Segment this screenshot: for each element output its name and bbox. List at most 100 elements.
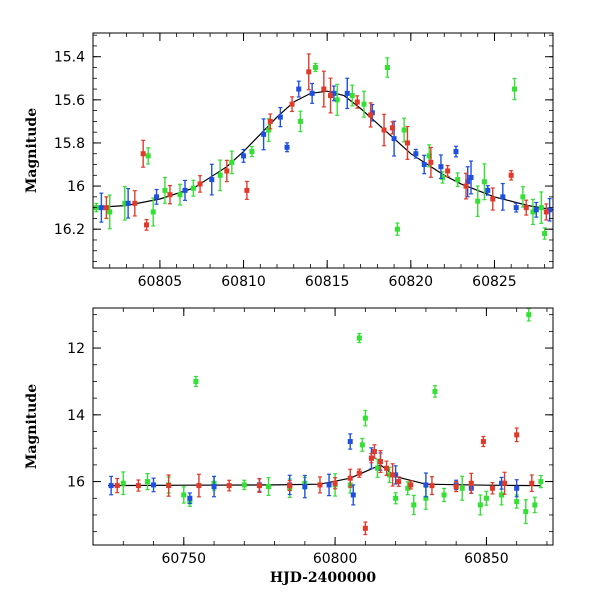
data-point [181,486,187,504]
data-point [187,492,193,505]
x-tick-label: 60750 [162,551,207,567]
data-point [209,163,215,196]
data-point [332,477,338,490]
data-point [277,106,283,128]
data-point [529,474,535,493]
data-point [432,385,438,398]
data-point [429,476,435,496]
data-point [193,375,199,387]
data-point [356,332,362,344]
data-point [122,186,128,221]
data-point [500,182,506,211]
data-point [485,185,491,196]
data-point [480,435,486,448]
data-point [151,477,157,493]
data-point [489,481,495,495]
data-point [177,183,183,206]
data-point [390,463,396,487]
data-point [453,480,459,493]
data-point [468,160,474,195]
data-point [502,471,508,495]
data-point [166,474,172,497]
data-point [463,172,469,200]
y-axis-title: Magnitude [24,384,40,469]
data-point [453,145,459,158]
data-point [368,102,374,128]
data-point [438,154,444,179]
data-point [411,494,417,516]
blue-series [98,77,553,223]
data-point [296,80,302,98]
data-point [321,70,327,108]
data-point [140,139,146,168]
data-point [162,176,168,204]
green-series [93,57,548,240]
y-tick-label: 12 [67,341,85,357]
data-point [428,146,434,178]
data-point [289,96,295,113]
data-point [135,479,141,492]
data-point [475,185,481,217]
data-point [326,473,332,497]
data-point [297,110,303,133]
data-point [284,142,290,153]
data-point [381,113,387,147]
data-point [490,187,496,211]
data-point [384,460,390,476]
data-point [543,203,549,221]
x-tick-label: 60815 [305,274,350,290]
data-point [154,188,160,205]
data-point [532,496,538,514]
data-point [508,169,514,181]
data-point [328,77,334,114]
red-series [103,53,549,231]
y-tick-label: 15.6 [54,93,85,109]
blue-series [108,433,520,506]
data-point [523,499,529,525]
data-point [182,179,188,201]
data-point [401,117,407,143]
x-tick-label: 60850 [464,551,509,567]
data-point [408,480,414,490]
data-point [455,172,461,187]
plot-area [108,308,544,536]
data-point [331,85,337,102]
data-point [190,179,196,197]
plot-area [93,53,553,240]
data-point [108,475,114,496]
data-point [396,476,402,487]
data-point [441,487,447,503]
data-point [98,192,104,223]
data-point [359,437,365,452]
data-point [132,190,138,217]
data-point [306,53,312,91]
data-point [241,479,247,491]
data-point [211,475,217,498]
data-point [538,191,544,224]
data-point [347,433,353,450]
x-tick-label: 60805 [138,274,183,290]
data-point [514,427,520,443]
data-point [249,146,255,158]
data-point [404,125,410,160]
data-point [356,468,362,478]
data-point [389,121,395,135]
data-point [197,175,203,193]
data-point [459,475,465,501]
data-point [145,147,151,165]
data-point [267,113,273,130]
bottom-panel-full: 60750 60800 60850 12 14 16 Magnitude [24,307,554,567]
y-tick-label: 15.8 [54,136,85,152]
data-point [350,484,356,506]
y-axis-title: Magnitude [24,108,40,193]
data-point [512,77,518,101]
x-axis-title: HJD-2400000 [270,570,377,586]
data-point [499,476,505,490]
data-point [413,148,419,159]
top-panel-zoom: 60805 60810 60815 60820 60825 15.4 15.6 15.8 16 1… [24,32,554,290]
data-point [423,472,429,498]
data-point [445,164,451,178]
data-point [144,473,150,491]
data-point [513,202,519,213]
